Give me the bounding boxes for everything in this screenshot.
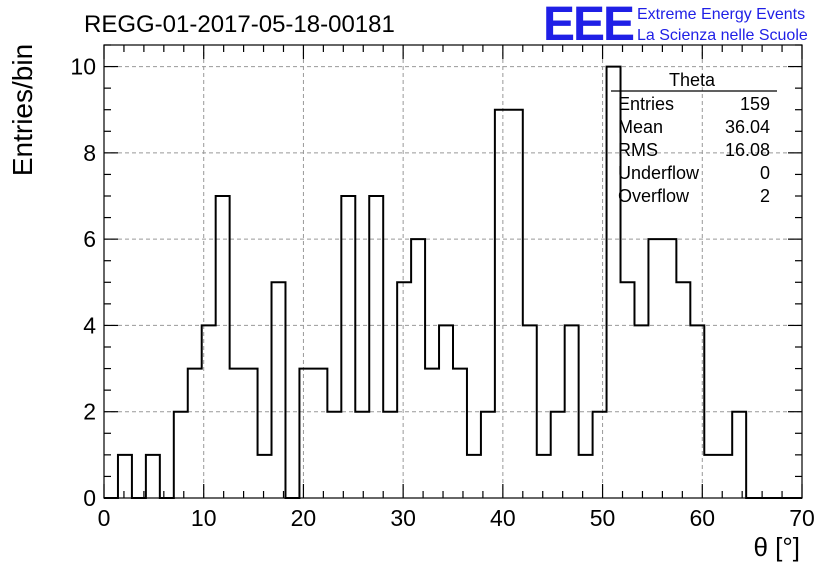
histogram-bin [244, 369, 258, 498]
stats-title: Theta [669, 70, 716, 90]
histogram-bin [593, 412, 607, 498]
histogram-bin [509, 110, 523, 498]
histogram-bin [704, 455, 718, 498]
histogram-bin [411, 239, 425, 498]
histogram-bin [341, 196, 355, 498]
histogram-bin [299, 369, 313, 498]
axis-ticks [103, 44, 803, 499]
y-tick-label: 4 [83, 312, 96, 338]
stats-value: 0 [760, 163, 770, 183]
histogram-bin [495, 110, 509, 498]
y-axis-title: Entries/bin [7, 44, 38, 176]
stats-label: RMS [618, 140, 658, 160]
histogram-bin [732, 412, 746, 498]
stats-label: Entries [618, 94, 674, 114]
stats-value: 2 [760, 186, 770, 206]
histogram-bin [188, 369, 202, 498]
histogram-bin [621, 282, 635, 498]
histogram-bin [662, 239, 676, 498]
logo-line-2: La Scienza nelle Scuole [637, 27, 808, 44]
histogram-outline [104, 65, 802, 499]
histogram-bin [397, 282, 411, 498]
stats-value: 16.08 [725, 140, 770, 160]
histogram-bars [104, 65, 802, 499]
eee-logo-mark: EEE [543, 0, 634, 51]
logo-line-1: Extreme Energy Events [637, 6, 805, 23]
histogram-bin [327, 412, 341, 498]
stats-rows: Entries 159 Mean 36.04 RMS 16.08 Underflow 0 Ove… [618, 94, 770, 206]
histogram-bin [467, 455, 481, 498]
histogram-bin [313, 369, 327, 498]
x-tick-label: 50 [590, 505, 616, 531]
x-tick-label: 0 [98, 505, 111, 531]
histogram-bin [174, 412, 188, 498]
y-tick-label: 2 [83, 399, 96, 425]
histogram-bin [272, 282, 286, 498]
histogram-bin [537, 455, 551, 498]
stats-value: 36.04 [725, 117, 770, 137]
grid-lines [104, 45, 802, 498]
x-axis-title: θ [°] [753, 532, 800, 562]
stats-label: Mean [618, 117, 663, 137]
x-tick-label: 20 [291, 505, 317, 531]
x-tick-label: 70 [789, 505, 815, 531]
histogram-bin [383, 412, 397, 498]
y-tick-label: 10 [70, 54, 96, 80]
histogram-bin [579, 455, 593, 498]
histogram-bin [230, 369, 244, 498]
histogram-bin [676, 282, 690, 498]
stats-value: 159 [740, 94, 770, 114]
histogram-bin [425, 369, 439, 498]
chart-title: REGG-01-2017-05-18-00181 [84, 11, 395, 38]
histogram-bin [648, 239, 662, 498]
histogram-bin [216, 196, 230, 498]
histogram-bin [118, 455, 132, 498]
histogram-bin [481, 412, 495, 498]
histogram-bin [369, 196, 383, 498]
histogram-bin [718, 455, 732, 498]
stats-label: Overflow [618, 186, 690, 206]
x-tick-label: 30 [390, 505, 416, 531]
histogram-bin [453, 369, 467, 498]
x-tick-label: 40 [490, 505, 516, 531]
y-tick-label: 0 [83, 485, 96, 511]
plot-frame [103, 44, 803, 499]
stats-label: Underflow [618, 163, 700, 183]
stats-box: Theta Entries 159 Mean 36.04 RMS 16.08 Underfl… [611, 70, 777, 206]
x-tick-label: 10 [191, 505, 217, 531]
histogram-bin [551, 412, 565, 498]
histogram-bin [355, 412, 369, 498]
histogram-bin [146, 455, 160, 498]
y-tick-label: 6 [83, 226, 96, 252]
histogram-bin [258, 455, 272, 498]
y-tick-label: 8 [83, 140, 96, 166]
x-tick-label: 60 [689, 505, 715, 531]
